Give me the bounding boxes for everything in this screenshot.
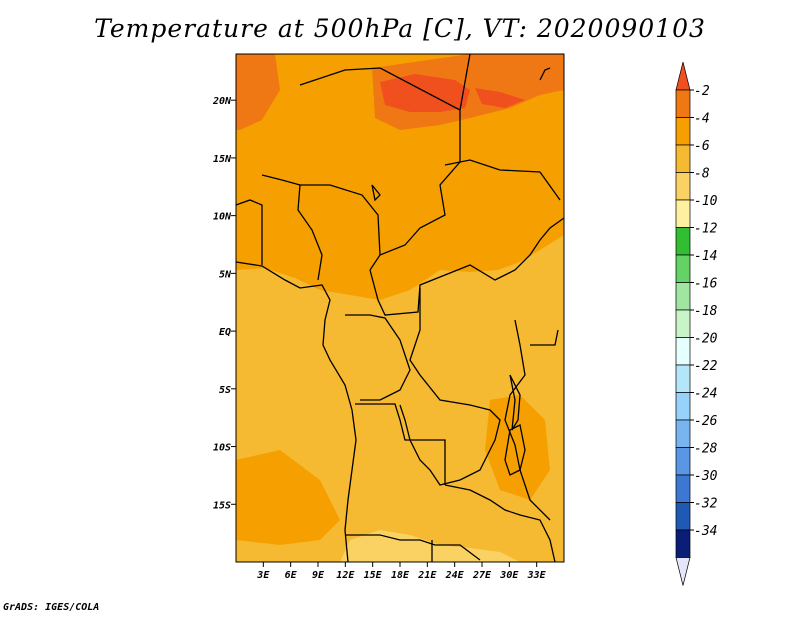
temperature-field <box>236 54 564 562</box>
colorbar-bin <box>675 117 691 146</box>
colorbar: -2 -4 -6 -8 -10 -12 -14 -16 -18 -20 -22 -24 -26 -28 -3… <box>675 61 718 586</box>
field-region-hot-north-2 <box>475 88 525 108</box>
lat-tick-label: 5N <box>219 269 232 280</box>
colorbar-bin <box>675 419 691 448</box>
colorbar-bottom-arrow <box>675 557 691 586</box>
colorbar-level-label: -20 <box>694 332 718 347</box>
latitude-axis: 20N 15N 10N 5N EQ 5S 10S 15S <box>212 96 236 511</box>
longitude-axis: 3E 6E 9E 12E 15E 18E 21E 24E 27E 30E 33E <box>256 562 547 581</box>
colorbar-level-label: -24 <box>694 387 717 402</box>
colorbar-level-label: -4 <box>694 112 710 127</box>
country-borders <box>236 54 564 562</box>
colorbar-level-label: -8 <box>694 167 710 182</box>
lon-tick-label: 15E <box>364 570 383 581</box>
colorbar-level-label: -28 <box>694 442 718 457</box>
lat-tick-label: 10N <box>213 212 232 223</box>
lon-tick-label: 30E <box>499 570 519 581</box>
lon-tick-label: 12E <box>336 570 355 581</box>
colorbar-bin <box>675 172 691 201</box>
field-region-hot-north <box>380 74 470 112</box>
chart-title: Temperature at 500hPa [C], VT: 202009010… <box>94 14 706 43</box>
colorbar-level-label: -16 <box>694 277 718 292</box>
colorbar-level-label: -26 <box>694 414 718 429</box>
colorbar-bin <box>675 227 691 256</box>
colorbar-bin <box>675 447 691 476</box>
colorbar-bin <box>675 282 691 311</box>
colorbar-bin <box>675 474 691 503</box>
colorbar-bin <box>675 89 691 118</box>
colorbar-bin <box>675 502 691 531</box>
colorbar-top-arrow <box>675 61 691 91</box>
lon-tick-label: 33E <box>527 570 547 581</box>
colorbar-bin <box>675 199 691 228</box>
colorbar-level-label: -14 <box>694 249 717 264</box>
colorbar-bin <box>675 309 691 338</box>
lon-tick-label: 21E <box>417 570 437 581</box>
colorbar-bin <box>675 364 691 393</box>
footer-credit: GrADS: IGES/COLA <box>3 602 100 613</box>
field-region-east <box>485 395 550 500</box>
colorbar-bin <box>675 337 691 366</box>
lon-tick-label: 27E <box>472 570 492 581</box>
lon-tick-label: 9E <box>312 570 325 581</box>
colorbar-bin <box>675 144 691 173</box>
colorbar-bin <box>675 529 691 558</box>
colorbar-bin <box>675 254 691 283</box>
lon-tick-label: 6E <box>285 570 298 581</box>
field-region-west <box>236 54 280 130</box>
lat-tick-label: 5S <box>219 385 231 396</box>
colorbar-level-label: -18 <box>694 304 718 319</box>
colorbar-level-label: -12 <box>694 222 718 237</box>
colorbar-level-label: -30 <box>694 469 718 484</box>
colorbar-level-label: -10 <box>694 194 718 209</box>
colorbar-level-label: -6 <box>694 139 710 154</box>
lon-tick-label: 3E <box>256 570 270 581</box>
lat-tick-label: 15N <box>213 154 232 165</box>
lon-tick-label: 18E <box>391 570 410 581</box>
colorbar-level-label: -32 <box>694 497 718 512</box>
colorbar-level-label: -22 <box>694 359 718 374</box>
colorbar-level-label: -2 <box>694 84 710 99</box>
field-region-south <box>340 530 520 562</box>
field-region-southwest <box>236 450 340 545</box>
colorbar-bin <box>675 392 691 421</box>
lat-tick-label: 15S <box>213 500 231 511</box>
colorbar-level-label: -34 <box>694 524 717 539</box>
lat-tick-label: 10S <box>213 443 231 454</box>
field-region-north <box>236 54 564 300</box>
lon-tick-label: 24E <box>445 570 465 581</box>
lat-tick-label: 20N <box>212 96 232 107</box>
lat-tick-label: EQ <box>219 327 231 338</box>
